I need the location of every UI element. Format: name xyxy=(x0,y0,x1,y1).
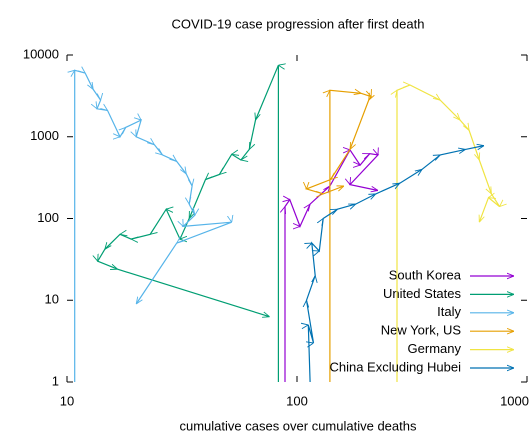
legend-label: Germany xyxy=(408,341,462,356)
legend-label: South Korea xyxy=(389,267,462,282)
y-tick-label: 1000 xyxy=(30,128,59,143)
series-line xyxy=(285,150,380,382)
x-tick-label: 10 xyxy=(60,393,74,408)
legend-label: United States xyxy=(383,286,462,301)
y-tick-label: 100 xyxy=(37,210,59,225)
x-tick-label: 100 xyxy=(286,393,308,408)
x-tick-label: 1000 xyxy=(500,393,529,408)
legend-label: New York, US xyxy=(381,323,462,338)
y-tick-label: 1 xyxy=(52,373,59,388)
legend-label: Italy xyxy=(437,304,461,319)
legend-label: China Excluding Hubei xyxy=(329,359,461,374)
series-line xyxy=(75,70,232,382)
chart-title: COVID-19 case progression after first de… xyxy=(172,16,425,31)
series-line xyxy=(307,90,372,382)
series-line xyxy=(307,146,485,383)
x-axis-label: cumulative cases over cumulative deaths xyxy=(179,418,417,433)
series-line xyxy=(98,65,279,382)
series-line xyxy=(397,85,500,382)
y-tick-label: 10 xyxy=(45,292,59,307)
y-tick-label: 10000 xyxy=(23,46,59,61)
